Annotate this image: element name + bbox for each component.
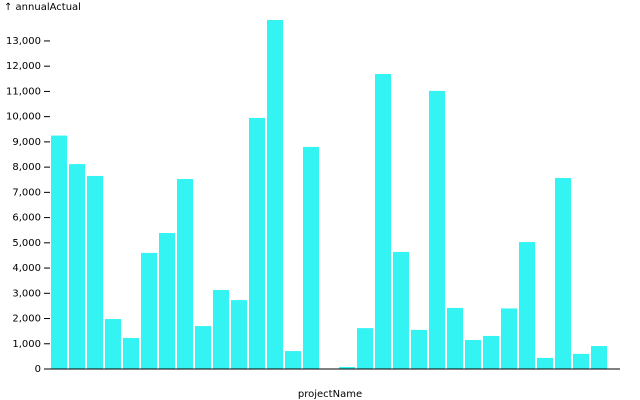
- bar: [105, 319, 121, 369]
- y-tick-label: 10,000: [6, 112, 41, 123]
- bar: [501, 308, 517, 369]
- bar: [69, 164, 85, 369]
- bar: [177, 178, 193, 369]
- y-tick-label: 1,000: [12, 339, 41, 350]
- y-tick-label: 11,000: [6, 86, 41, 97]
- bar: [87, 175, 103, 369]
- y-tick-label: 5,000: [12, 238, 41, 249]
- bar: [393, 251, 409, 369]
- bar: [267, 20, 283, 369]
- y-tick-label: 0: [35, 364, 41, 375]
- bar: [573, 353, 589, 369]
- y-tick-label: 8,000: [12, 162, 41, 173]
- x-axis-label: projectName: [298, 389, 362, 400]
- y-tick-label: 12,000: [6, 61, 41, 72]
- bar: [519, 242, 535, 369]
- bar: [141, 252, 157, 369]
- bar: [357, 328, 373, 369]
- y-tick-label: 2,000: [12, 314, 41, 325]
- bar: [285, 351, 301, 369]
- y-axis-label: ↑ annualActual: [4, 2, 81, 13]
- bar: [51, 135, 67, 369]
- bar: [195, 326, 211, 369]
- y-tick-label: 3,000: [12, 288, 41, 299]
- bar: [159, 232, 175, 369]
- bar: [303, 146, 319, 369]
- bar: [483, 335, 499, 369]
- bar: [447, 307, 463, 369]
- bar: [231, 300, 247, 369]
- y-tick-label: 6,000: [12, 213, 41, 224]
- bar: [213, 290, 229, 369]
- y-tick-label: 13,000: [6, 36, 41, 47]
- bar: [429, 90, 445, 369]
- bar: [249, 117, 265, 369]
- bar: [123, 337, 139, 369]
- bar: [411, 329, 427, 369]
- bar: [375, 74, 391, 369]
- y-tick-label: 4,000: [12, 263, 41, 274]
- bar: [555, 177, 571, 369]
- y-tick-label: 9,000: [12, 137, 41, 148]
- bar: [465, 339, 481, 369]
- bar: [537, 357, 553, 369]
- bar: [339, 366, 355, 369]
- y-tick-label: 7,000: [12, 187, 41, 198]
- bar: [591, 346, 607, 369]
